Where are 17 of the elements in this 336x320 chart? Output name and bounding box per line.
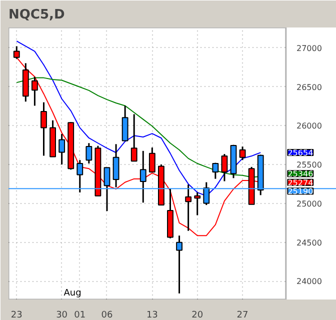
x-tick-label: 06 (101, 310, 113, 320)
x-tick-label: 27 (236, 310, 248, 320)
x-tick-label: 01 (74, 310, 86, 320)
y-tick-label: 27000 (296, 44, 322, 53)
x-tick-label: 13 (146, 310, 158, 320)
y-tick-label: 25500 (296, 160, 322, 170)
y-tick-label: 26500 (296, 82, 322, 92)
text: 25346 (288, 170, 314, 179)
y-tick-label: 26000 (296, 122, 322, 131)
x-tick-label: 30 (56, 310, 68, 320)
annotation: Aug (64, 288, 82, 298)
x-tick-label: 20 (192, 310, 204, 320)
y-tick-label: 24500 (296, 238, 322, 248)
chart-title: NQC5,D (8, 8, 65, 22)
x-tick-label: 23 (10, 310, 22, 320)
y-tick-label: 25000 (296, 199, 322, 208)
y-tick-label: 24000 (296, 277, 322, 286)
